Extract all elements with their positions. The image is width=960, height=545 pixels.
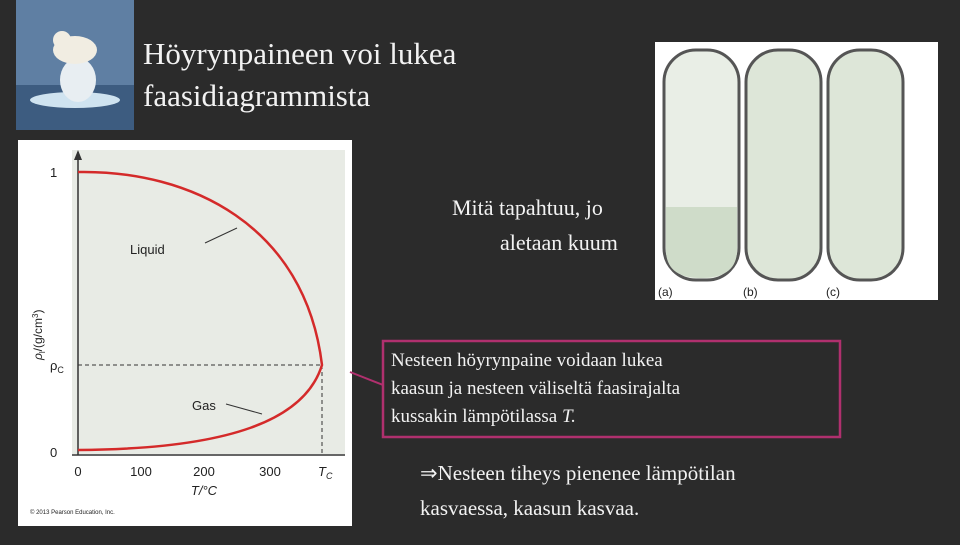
conclusion-line: kasvaessa, kaasun kasvaa. [420,496,639,520]
callout-line: kussakin lämpötilassa T. [391,406,576,427]
tube-label: (c) [826,285,840,299]
y-tick-label: 1 [50,165,57,180]
callout-line: kaasun ja nesteen väliseltä faasirajalta [391,378,681,399]
y-tick-label: ρC [50,358,64,375]
tubes-image: (a) (b) (c) [655,42,938,300]
x-axis-label: T/°C [191,483,218,498]
callout-box [381,339,842,439]
tube-label: (a) [658,285,673,299]
callout-pointer [349,371,384,386]
gas-label: Gas [192,398,216,413]
polar-bear-image [16,0,134,130]
y-axis-label: ρl/(g/cm3) [31,310,47,361]
credit: © 2013 Pearson Education, Inc. [30,509,115,516]
question-line: Mitä tapahtuu, jo [452,195,603,220]
x-tick-label: 300 [259,464,281,479]
x-tick-label: TC [318,464,333,481]
callout-line: Nesteen höyrynpaine voidaan lukea [391,350,663,371]
phase-diagram: Liquid Gas 1 ρC 0 0 100 200 300 TC T/°C … [18,140,352,526]
liquid-label: Liquid [130,242,165,257]
x-tick-label: 0 [74,464,81,479]
conclusion-line: ⇒Nesteen tiheys pienenee lämpötilan [420,461,736,485]
x-tick-label: 200 [193,464,215,479]
x-tick-label: 100 [130,464,152,479]
tube-label: (b) [743,285,758,299]
title-line: faasidiagrammista [143,78,370,113]
title-line: Höyrynpaineen voi lukea [143,36,457,71]
question-line: aletaan kuum [500,230,618,255]
y-tick-label: 0 [50,445,57,460]
